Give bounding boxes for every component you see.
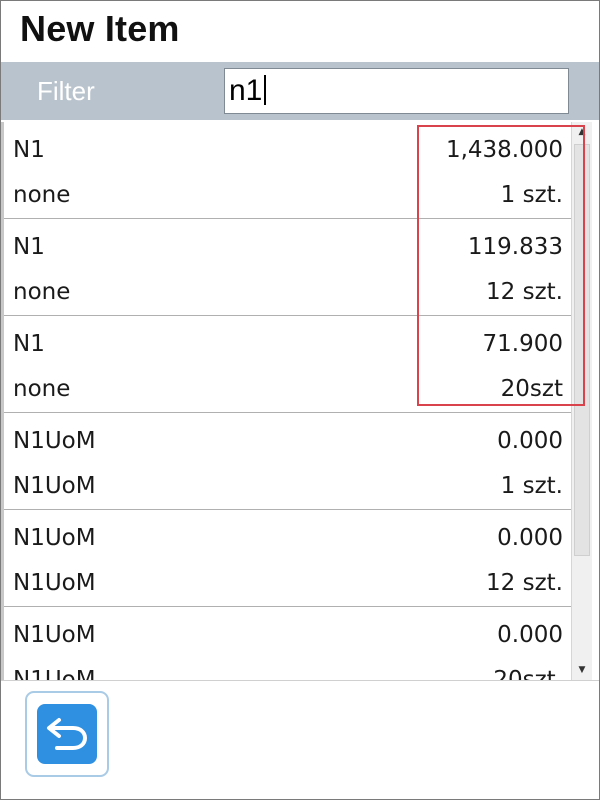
text-caret — [264, 75, 267, 106]
highlight-box — [417, 125, 585, 406]
item-qty: 20szt — [500, 376, 563, 402]
item-name: N1 — [13, 234, 45, 260]
item-price: 0.000 — [497, 525, 563, 551]
item-name: N1 — [13, 331, 45, 357]
item-qty: 12 szt. — [486, 570, 563, 596]
item-qty: 1 szt. — [500, 473, 563, 499]
item-price: 1,438.000 — [445, 137, 563, 163]
item-price: 0.000 — [497, 428, 563, 454]
back-button[interactable] — [25, 691, 109, 777]
item-uom: N1UoM — [13, 667, 96, 680]
item-qty: 20szt. — [493, 667, 563, 680]
list-item[interactable]: N1 none 1,438.000 1 szt. — [4, 122, 571, 219]
item-name: N1UoM — [13, 525, 96, 551]
item-name: N1UoM — [13, 622, 96, 648]
item-uom: none — [13, 376, 71, 402]
list-item[interactable]: N1UoM N1UoM 0.000 12 szt. — [4, 510, 571, 607]
filter-input-value: n1 — [229, 74, 263, 107]
back-arrow-icon — [37, 704, 97, 764]
scroll-down-arrow-icon[interactable]: ▼ — [578, 665, 586, 675]
page-title: New Item — [20, 8, 180, 49]
list-item[interactable]: N1UoM N1UoM 0.000 20szt. — [4, 607, 571, 680]
list-item[interactable]: N1 none 119.833 12 szt. — [4, 219, 571, 316]
item-name: N1UoM — [13, 428, 96, 454]
scroll-up-arrow-icon[interactable]: ▲ — [578, 127, 586, 137]
item-price: 0.000 — [497, 622, 563, 648]
filter-bar: Filter n1 — [1, 62, 599, 120]
filter-input[interactable]: n1 — [224, 68, 569, 114]
item-price: 71.900 — [482, 331, 563, 357]
bottom-toolbar — [1, 680, 599, 799]
list-item[interactable]: N1 none 71.900 20szt — [4, 316, 571, 413]
item-uom: none — [13, 279, 71, 305]
list-item[interactable]: N1UoM N1UoM 0.000 1 szt. — [4, 413, 571, 510]
item-name: N1 — [13, 137, 45, 163]
scrollbar-thumb[interactable] — [574, 144, 590, 556]
item-list[interactable]: N1 none 1,438.000 1 szt. N1 none 119.833… — [1, 122, 571, 680]
item-uom: N1UoM — [13, 570, 96, 596]
item-uom: none — [13, 182, 71, 208]
item-qty: 1 szt. — [500, 182, 563, 208]
item-uom: N1UoM — [13, 473, 96, 499]
filter-label: Filter — [37, 76, 95, 106]
item-price: 119.833 — [467, 234, 563, 260]
item-qty: 12 szt. — [486, 279, 563, 305]
list-scrollbar[interactable]: ▲ ▼ — [571, 122, 592, 680]
